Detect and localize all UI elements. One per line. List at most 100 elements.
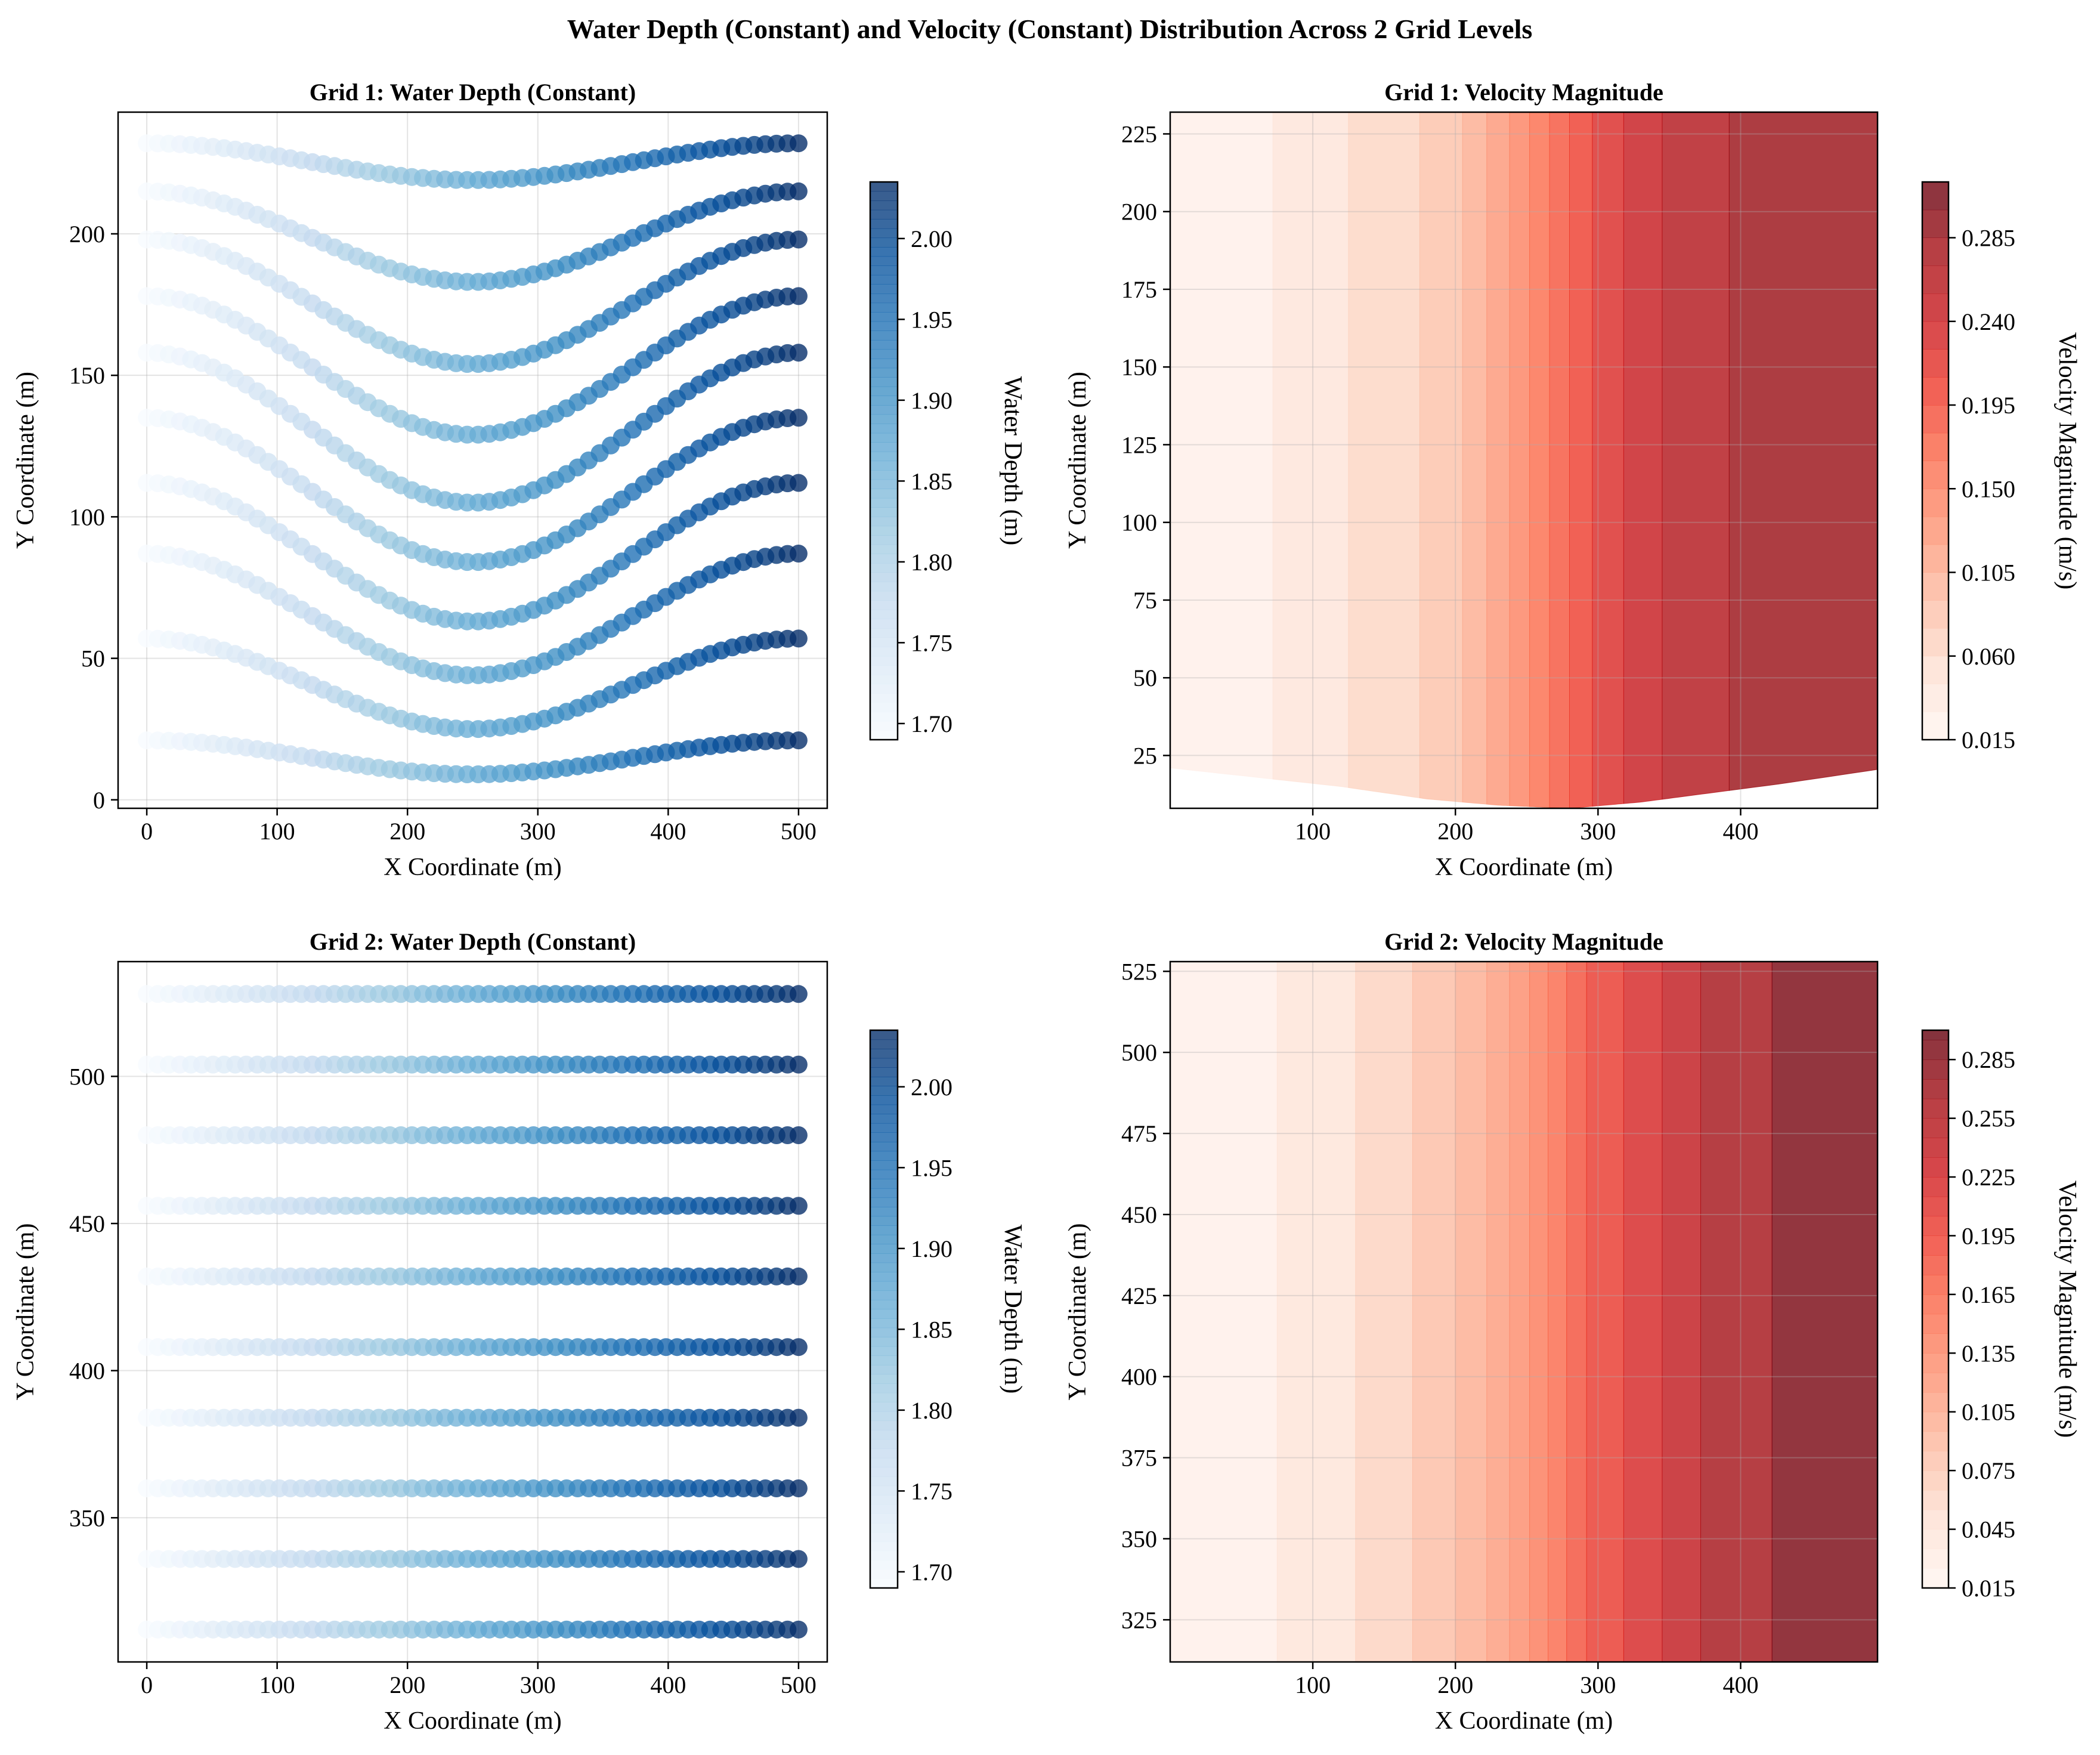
y-tick-label: 200 xyxy=(1121,199,1157,225)
colorbar: 1.70 1.75 1.80 1.85 1.90 1.95 2.00 Water Depth … xyxy=(869,1029,1026,1589)
colorbar-segment xyxy=(870,200,898,211)
colorbar-segment xyxy=(870,1272,898,1282)
colorbar-level xyxy=(1922,1529,1949,1549)
colorbar-segment xyxy=(870,1522,898,1533)
scatter-point xyxy=(789,1055,808,1074)
y-axis-label: Y Coordinate (m) xyxy=(12,372,39,549)
colorbar-tick-label: 1.95 xyxy=(911,306,952,333)
scatter-point xyxy=(789,1126,808,1144)
colorbar-level xyxy=(1922,461,1949,489)
scatter-point xyxy=(789,629,808,648)
contour-band xyxy=(1586,962,1624,1662)
y-tick-label: 500 xyxy=(1121,1039,1157,1066)
contour-band xyxy=(1548,962,1567,1662)
x-tick-label: 200 xyxy=(389,818,425,845)
chart-title: Grid 2: Velocity Magnitude xyxy=(1384,928,1663,955)
colorbar-segment xyxy=(870,563,898,573)
colorbar-segment xyxy=(870,1569,898,1580)
scatter-series-10 xyxy=(138,731,808,783)
colorbar-segment xyxy=(870,1318,898,1328)
plot-area xyxy=(118,962,827,1662)
colorbar-level xyxy=(1922,1255,1949,1275)
colorbar-frame xyxy=(869,181,899,741)
colorbar-level xyxy=(1922,600,1949,629)
colorbar-level xyxy=(1922,1177,1949,1197)
colorbar-segment xyxy=(870,479,898,489)
colorbar-tick-label: 0.075 xyxy=(1962,1457,2015,1484)
y-tick-label: 350 xyxy=(1121,1525,1157,1552)
colorbar: 0.015 0.060 0.105 0.150 0.195 0.240 0.285 Veloc… xyxy=(1921,181,2081,753)
colorbar-tick-label: 0.285 xyxy=(1962,1046,2015,1073)
colorbar-level xyxy=(1922,1392,1949,1413)
scatter-point xyxy=(789,474,808,492)
contour-band xyxy=(1509,112,1530,807)
colorbar-segment xyxy=(870,600,898,610)
scatter-series-1 xyxy=(138,1620,808,1639)
colorbar-segment xyxy=(870,1365,898,1375)
colorbar-segment xyxy=(870,1253,898,1263)
x-tick-label: 400 xyxy=(650,1671,686,1698)
colorbar-level xyxy=(1922,628,1949,657)
colorbar-tick-label: 1.70 xyxy=(911,710,952,737)
colorbar-segment xyxy=(870,1560,898,1570)
colorbar-tick-label: 0.255 xyxy=(1962,1105,2015,1132)
colorbar-level xyxy=(1922,405,1949,434)
colorbar-segment xyxy=(870,1262,898,1272)
colorbar-tick-label: 1.75 xyxy=(911,629,952,656)
colorbar-segment xyxy=(870,517,898,527)
y-tick-label: 125 xyxy=(1121,431,1157,458)
chart-grid1-depth: 0 100 200 300 400 500 0 50 100 150 200 Grid 1: Wate… xyxy=(12,79,1026,881)
scatter-point xyxy=(789,545,808,563)
y-tick-label: 400 xyxy=(69,1358,105,1385)
colorbar-tick-label: 0.225 xyxy=(1962,1164,2015,1191)
colorbar-level xyxy=(1922,656,1949,684)
y-tick-label: 500 xyxy=(69,1063,105,1090)
colorbar-label: Velocity Magnitude (m/s) xyxy=(2053,332,2081,590)
scatter-series-5 xyxy=(138,344,808,512)
colorbar-segment xyxy=(870,339,898,350)
contour-band xyxy=(1728,112,1878,791)
x-axis-label: X Coordinate (m) xyxy=(1435,854,1613,881)
colorbar-segment xyxy=(870,507,898,517)
colorbar-segment xyxy=(870,665,898,675)
scatter-point xyxy=(789,985,808,1003)
chart-title: Grid 1: Velocity Magnitude xyxy=(1384,79,1663,106)
axes-frame xyxy=(117,960,828,1663)
y-tick-label: 475 xyxy=(1121,1120,1157,1147)
colorbar-segment xyxy=(870,274,898,285)
colorbar-segment xyxy=(870,1104,898,1114)
colorbar-tick-label: 1.95 xyxy=(911,1154,952,1181)
colorbar-tick-label: 2.00 xyxy=(911,1074,952,1101)
colorbar-segment xyxy=(870,237,898,248)
colorbar-segment xyxy=(870,1049,898,1059)
colorbar-segment xyxy=(870,367,898,378)
scatter-series-9 xyxy=(138,1055,808,1074)
colorbar-level xyxy=(1922,293,1949,322)
y-tick-label: 200 xyxy=(69,221,105,248)
scatter-series-3 xyxy=(138,1479,808,1497)
contour-band xyxy=(1529,962,1549,1662)
colorbar-frame xyxy=(869,1029,899,1589)
y-tick-label: 350 xyxy=(69,1504,105,1531)
colorbar-segment xyxy=(870,1532,898,1542)
x-tick-label: 100 xyxy=(259,1671,295,1698)
colorbar-segment xyxy=(870,1169,898,1179)
scatter-series-2 xyxy=(138,182,808,291)
colorbar-label: Velocity Magnitude (m/s) xyxy=(2053,1181,2081,1438)
colorbar-segment xyxy=(870,1541,898,1552)
colorbar-segment xyxy=(870,1402,898,1412)
colorbar-segment xyxy=(870,1281,898,1291)
colorbar-level xyxy=(1922,1138,1949,1158)
chart-grid2-velocity: 100 200 300 400 325 350 375 400 425 450 475 500 525 G… xyxy=(1064,928,2081,1735)
colorbar-label: Water Depth (m) xyxy=(999,376,1026,546)
colorbar-segment xyxy=(870,554,898,564)
scatter-series-4 xyxy=(138,1408,808,1427)
colorbar-segment xyxy=(870,182,898,192)
colorbar-segment xyxy=(870,451,898,462)
colorbar-segment xyxy=(870,247,898,257)
x-tick-label: 300 xyxy=(520,818,556,845)
scatter-point xyxy=(789,1197,808,1215)
contour-band xyxy=(1419,112,1463,803)
plot-area xyxy=(118,112,827,808)
colorbar-level xyxy=(1922,209,1949,238)
